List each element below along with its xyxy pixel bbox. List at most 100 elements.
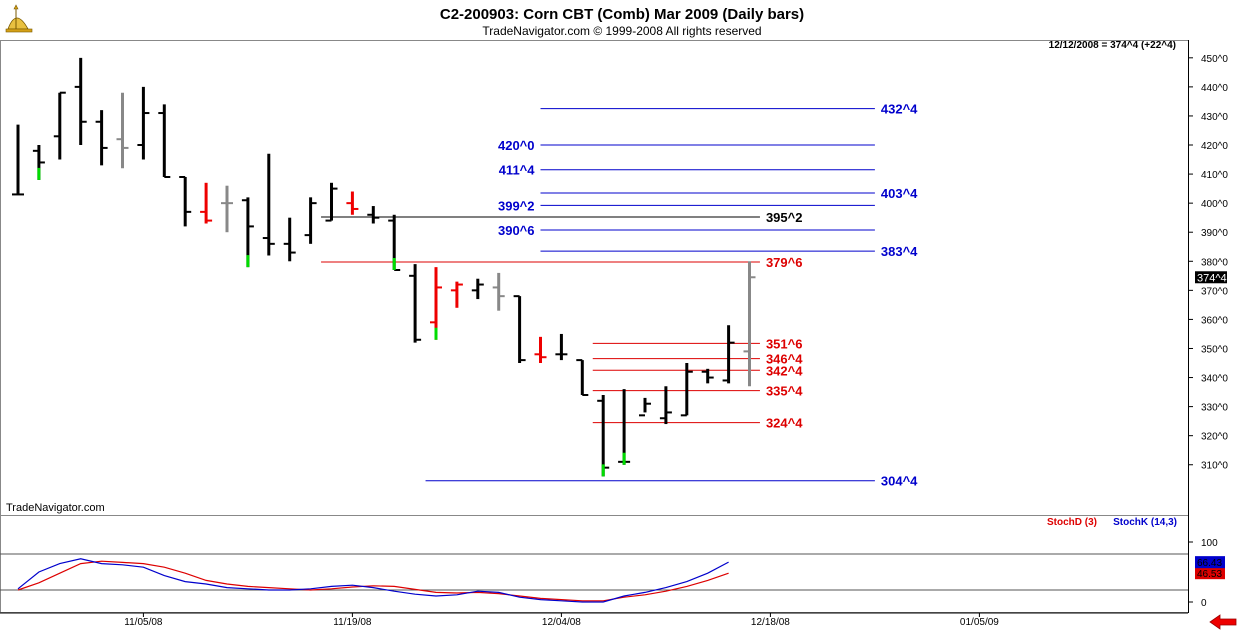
price-bar bbox=[12, 124, 24, 196]
stoch-series-line bbox=[17, 558, 729, 603]
price-tick-label: 340^0 bbox=[1201, 374, 1228, 385]
price-bar bbox=[95, 110, 108, 166]
level-label: 420^0 bbox=[498, 138, 535, 153]
stoch-value-label: 66.43 bbox=[1197, 558, 1222, 569]
level-label: 399^2 bbox=[498, 198, 535, 213]
sextant-icon[interactable] bbox=[5, 4, 33, 33]
price-bar bbox=[639, 397, 651, 417]
stoch-value-label: 46.53 bbox=[1197, 569, 1222, 580]
last-price-label: 374^4 bbox=[1197, 272, 1227, 284]
level-label: 403^4 bbox=[881, 186, 918, 201]
price-tick-label: 320^0 bbox=[1201, 432, 1228, 443]
stoch-value-badge bbox=[1195, 567, 1225, 580]
level-label: 411^4 bbox=[499, 163, 536, 178]
price-bar bbox=[659, 386, 672, 425]
price-bar bbox=[492, 272, 505, 311]
price-bar bbox=[346, 191, 359, 215]
date-tick-label: 12/04/08 bbox=[542, 617, 581, 628]
date-axis: 11/05/08 11/19/08 12/04/08 12/18/08 01/05/09 bbox=[0, 612, 1188, 628]
price-bar bbox=[450, 281, 463, 308]
price-bar bbox=[701, 368, 714, 384]
price-bar bbox=[221, 185, 233, 233]
price-bar bbox=[158, 104, 171, 178]
stoch-lines bbox=[17, 558, 729, 603]
stoch-panel-frame bbox=[0, 515, 1189, 613]
price-tick-label: 390^0 bbox=[1201, 228, 1228, 239]
stoch-tick-label: 0 bbox=[1201, 598, 1207, 609]
price-tick-label: 370^0 bbox=[1201, 286, 1228, 297]
copyright-text: TradeNavigator.com © 1999-2008 All right… bbox=[482, 24, 761, 38]
stoch-k-legend: StochK (14,3) bbox=[1113, 517, 1177, 528]
price-bar bbox=[534, 336, 547, 364]
level-label: 432^4 bbox=[881, 102, 918, 117]
price-tick-label: 360^0 bbox=[1201, 315, 1228, 326]
level-label: 351^6 bbox=[766, 336, 803, 351]
stoch-tick-label: 100 bbox=[1201, 538, 1218, 549]
price-bar bbox=[409, 264, 422, 343]
price-tick-label: 420^0 bbox=[1201, 141, 1228, 152]
status-readout: 12/12/2008 = 374^4 (+22^4) bbox=[1049, 40, 1176, 51]
stoch-series-line bbox=[17, 560, 729, 602]
level-label: 383^4 bbox=[881, 244, 918, 259]
price-tick-label: 430^0 bbox=[1201, 112, 1228, 123]
date-tick-label: 11/05/08 bbox=[124, 617, 163, 628]
price-bar bbox=[325, 182, 338, 222]
price-tick-label: 450^0 bbox=[1201, 54, 1228, 65]
price-bar bbox=[576, 359, 589, 396]
price-bar bbox=[283, 217, 296, 262]
price-tick-label: 410^0 bbox=[1201, 170, 1228, 181]
level-label: 335^4 bbox=[766, 384, 803, 399]
price-bar bbox=[618, 389, 631, 465]
price-tick-label: 380^0 bbox=[1201, 257, 1228, 268]
date-tick-label: 12/18/08 bbox=[751, 617, 790, 628]
price-bar bbox=[304, 197, 317, 244]
price-bar bbox=[241, 197, 254, 268]
level-label: 395^2 bbox=[766, 210, 803, 225]
stoch-value-badge bbox=[1195, 556, 1225, 569]
price-bar bbox=[513, 295, 526, 364]
price-bar bbox=[74, 57, 87, 146]
chart-title: C2-200903: Corn CBT (Comb) Mar 2009 (Dai… bbox=[440, 6, 804, 23]
price-tick-label: 440^0 bbox=[1201, 83, 1228, 94]
price-tick-label: 310^0 bbox=[1201, 461, 1228, 472]
level-lines: 432^4 420^0 411^4 403^4 399^2 395^2 390^6 383^4… bbox=[321, 102, 918, 489]
price-bar bbox=[430, 267, 442, 340]
price-bar bbox=[555, 333, 568, 361]
date-tick-label: 11/19/08 bbox=[333, 617, 372, 628]
price-bar bbox=[200, 182, 213, 224]
price-bar bbox=[32, 145, 45, 180]
price-bar bbox=[53, 91, 66, 160]
watermark-text: TradeNavigator.com bbox=[6, 502, 105, 514]
stoch-d-legend: StochD (3) bbox=[1047, 517, 1097, 528]
price-bar bbox=[137, 86, 150, 160]
price-bar bbox=[743, 261, 756, 387]
price-tick-label: 330^0 bbox=[1201, 403, 1228, 414]
red-left-arrow-icon[interactable] bbox=[1209, 614, 1237, 630]
price-bar bbox=[116, 92, 129, 169]
price-tick-label: 350^0 bbox=[1201, 344, 1228, 355]
level-label: 390^6 bbox=[498, 223, 535, 238]
price-panel-frame bbox=[0, 40, 1189, 516]
date-tick-label: 01/05/09 bbox=[960, 617, 999, 628]
price-tick-label: 400^0 bbox=[1201, 199, 1228, 210]
price-bar bbox=[262, 153, 275, 256]
level-label: 342^4 bbox=[766, 363, 803, 378]
price-bar bbox=[680, 363, 693, 417]
level-label: 304^4 bbox=[881, 474, 918, 489]
price-bar bbox=[597, 394, 610, 477]
price-bar bbox=[179, 175, 192, 227]
level-label: 324^4 bbox=[766, 416, 803, 431]
level-label: 346^4 bbox=[766, 352, 803, 367]
price-bar bbox=[471, 278, 484, 300]
price-bars bbox=[12, 57, 756, 477]
price-bar bbox=[367, 206, 380, 224]
level-label: 379^6 bbox=[766, 255, 803, 270]
price-bar bbox=[388, 214, 401, 271]
stoch-axis: 0 100 bbox=[0, 538, 1218, 609]
price-axis: 310^0 320^0 330^0 340^0 350^0 360^0 370^0 380^0… bbox=[1188, 54, 1228, 472]
last-price-badge: 374^4 bbox=[1195, 271, 1227, 284]
price-bar bbox=[722, 325, 735, 384]
